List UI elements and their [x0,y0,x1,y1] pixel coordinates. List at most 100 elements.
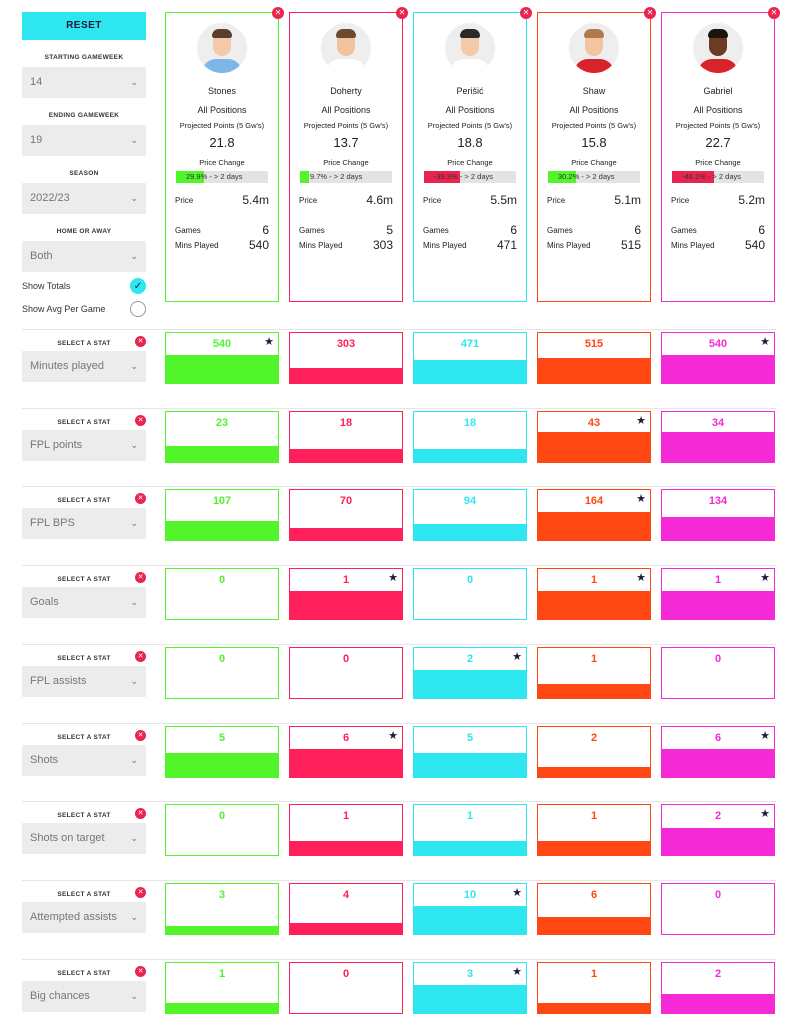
stat-bar-fill [538,767,650,777]
stat-value: 0 [342,968,350,980]
remove-player-icon[interactable]: ✕ [272,7,284,19]
stat-select[interactable]: FPL points ⌄ [22,430,146,461]
reset-button[interactable]: RESET [22,12,146,40]
stat-select[interactable]: Minutes played ⌄ [22,351,146,382]
chevron-down-icon: ⌄ [130,833,138,843]
stat-value-box: 0 [661,883,775,935]
remove-stat-icon[interactable]: ✕ [135,493,146,504]
remove-player-icon[interactable]: ✕ [768,7,780,19]
checkmark-icon[interactable]: ✓ [130,278,146,294]
stat-select[interactable]: Shots ⌄ [22,745,146,776]
stat-value: 3 [466,968,474,980]
games-row: Games 6 [175,223,269,237]
price-change-fill [672,171,715,183]
player-name: Stones [207,86,237,96]
price-change-bar: 30.2% - > 2 days [548,171,640,183]
stat-select[interactable]: Big chances ⌄ [22,981,146,1012]
mins-row: Mins Played 303 [299,238,393,252]
stat-value-box: 34 [661,411,775,463]
price-label: Price [423,196,442,205]
remove-player-icon[interactable]: ✕ [644,7,656,19]
stat-value-box: 2 [537,726,651,778]
stat-bar-fill [414,360,526,383]
chevron-down-icon: ⌄ [130,755,138,765]
star-icon: ★ [760,572,770,584]
show-totals-label: Show Totals [22,281,71,291]
remove-stat-icon[interactable]: ✕ [135,730,146,741]
stat-bar-fill [662,432,774,462]
filters-sidebar: RESET STARTING GAMEWEEK 14 ⌄ ENDING GAME… [22,12,146,317]
select-stat-label: SELECT A STAT [57,419,111,426]
remove-player-icon[interactable]: ✕ [520,7,532,19]
starting-gameweek-select[interactable]: 14 ⌄ [22,67,146,98]
stat-value-box: 164 ★ [537,489,651,541]
stat-bar-fill [166,521,278,540]
stat-bar-fill [662,591,774,619]
remove-stat-icon[interactable]: ✕ [135,808,146,819]
stat-value: 0 [714,889,722,901]
avatar-shirt [202,59,242,73]
price-change-fill [424,171,461,183]
stat-value: 2 [466,653,474,665]
price-change-value: -46.1% - > 2 days [682,172,741,181]
stat-value: 2 [714,810,722,822]
stat-select-value: Minutes played [30,360,104,372]
projected-label: Projected Points (5 Gw's) [179,121,265,130]
stat-select-value: Attempted assists [30,911,117,923]
season-select[interactable]: 2022/23 ⌄ [22,183,146,214]
stat-value-box: 94 [413,489,527,541]
stat-select[interactable]: Attempted assists ⌄ [22,902,146,933]
stat-select[interactable]: FPL BPS ⌄ [22,508,146,539]
star-icon: ★ [388,572,398,584]
stat-value-box: 6 [537,883,651,935]
remove-stat-icon[interactable]: ✕ [135,415,146,426]
select-stat-label: SELECT A STAT [57,891,111,898]
mins-row: Mins Played 515 [547,238,641,252]
stat-value: 1 [590,653,598,665]
remove-player-icon[interactable]: ✕ [396,7,408,19]
stat-value-box: 540 ★ [165,332,279,384]
price-row: Price 5.2m [671,193,765,207]
stat-value: 1 [590,574,598,586]
remove-stat-icon[interactable]: ✕ [135,887,146,898]
remove-stat-icon[interactable]: ✕ [135,651,146,662]
stat-select[interactable]: FPL assists ⌄ [22,666,146,697]
stat-value: 6 [342,732,350,744]
avatar-head [585,32,603,56]
remove-stat-icon[interactable]: ✕ [135,966,146,977]
remove-stat-icon[interactable]: ✕ [135,336,146,347]
stat-select[interactable]: Shots on target ⌄ [22,823,146,854]
radio-empty-icon[interactable] [130,301,146,317]
stat-value: 471 [460,338,480,350]
home-away-select[interactable]: Both ⌄ [22,241,146,272]
price-change-fill [176,171,204,183]
stat-bar-fill [414,985,526,1013]
price-row: Price 5.4m [175,193,269,207]
mins-row: Mins Played 471 [423,238,517,252]
price-change-label: Price Change [323,158,369,167]
stat-bar-fill [414,841,526,855]
stat-value: 2 [714,968,722,980]
stat-select-value: Shots [30,754,59,766]
stat-value: 1 [218,968,226,980]
games-label: Games [299,226,325,235]
ending-gameweek-select[interactable]: 19 ⌄ [22,125,146,156]
show-totals-toggle[interactable]: Show Totals ✓ [22,278,146,294]
games-row: Games 6 [671,223,765,237]
stat-value-box: 2 ★ [661,804,775,856]
stat-bar-fill [662,517,774,540]
stat-value: 2 [590,732,598,744]
price-change-bar: 9.7% - > 2 days [300,171,392,183]
stat-bar-fill [290,591,402,619]
price-change-fill [548,171,576,183]
stat-value-box: 0 [289,647,403,699]
price-row: Price 4.6m [299,193,393,207]
avatar-head [337,32,355,56]
mins-label: Mins Played [671,241,715,250]
stat-value: 540 [212,338,232,350]
remove-stat-icon[interactable]: ✕ [135,572,146,583]
show-avg-toggle[interactable]: Show Avg Per Game [22,301,146,317]
games-row: Games 6 [423,223,517,237]
chevron-down-icon: ⌄ [130,912,138,922]
stat-select[interactable]: Goals ⌄ [22,587,146,618]
